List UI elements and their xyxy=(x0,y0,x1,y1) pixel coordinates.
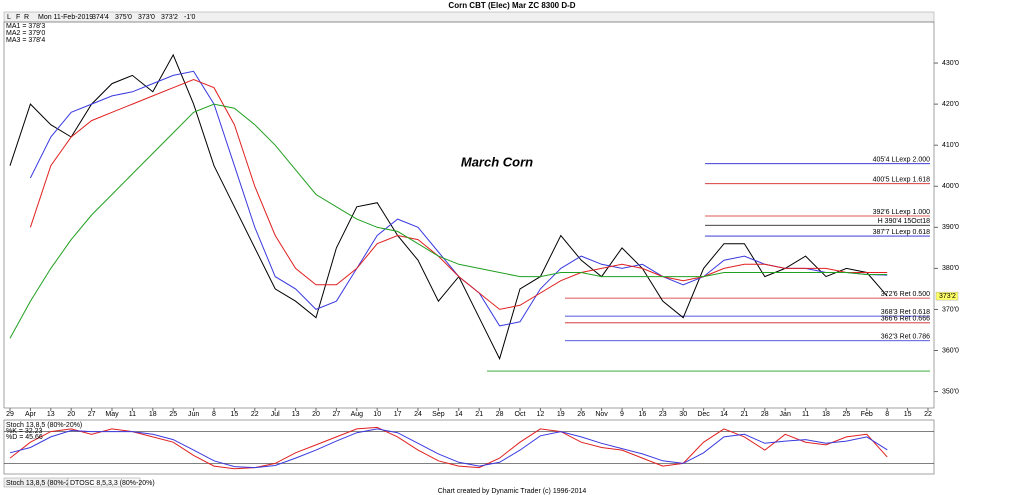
x-tick-label: 16 xyxy=(639,411,647,418)
quote-change: -1'0 xyxy=(184,14,196,21)
x-tick-label: 21 xyxy=(741,411,749,418)
quote-close: 373'2 xyxy=(161,14,178,21)
legend-entry: %D = 45.66 xyxy=(6,434,43,441)
x-tick-label: 11 xyxy=(129,411,136,418)
x-tick-label: 27 xyxy=(333,411,341,418)
last-price-box xyxy=(935,291,959,301)
level-label: 362'3 Ret 0.786 xyxy=(881,334,930,341)
x-tick-label: 27 xyxy=(88,411,96,418)
y-tick-label: 350'0 xyxy=(942,388,959,395)
stoch-panel xyxy=(3,419,935,475)
series-line xyxy=(9,428,888,469)
y-tick-label: 410'0 xyxy=(942,142,959,149)
x-tick-label: 28 xyxy=(496,411,504,418)
x-tick-label: 14 xyxy=(720,411,728,418)
x-tick-label: 10 xyxy=(373,411,381,418)
legend-entry: MA2 = 379'0 xyxy=(6,30,45,37)
x-tick-label: 13 xyxy=(292,411,300,418)
x-tick-label: 25 xyxy=(843,411,851,418)
toolbar-button[interactable]: R xyxy=(24,14,29,21)
y-tick-label: 400'0 xyxy=(942,183,959,190)
tab[interactable] xyxy=(67,477,141,488)
x-tick-label: 21 xyxy=(475,411,483,418)
quote-low: 373'0 xyxy=(138,14,155,21)
x-tick-label: 18 xyxy=(822,411,830,418)
y-tick-label: 360'0 xyxy=(942,347,959,354)
level-label: 387'7 LLexp 0.618 xyxy=(873,229,930,236)
tab-label[interactable]: DTOSC 8,5,3,3 (80%-20%) xyxy=(70,480,155,487)
level-label: H 390'4 15Oct18 xyxy=(878,218,930,225)
x-tick-label: 22 xyxy=(924,411,932,418)
x-tick-label: May xyxy=(105,411,119,418)
level-label: 392'6 LLexp 1.000 xyxy=(873,209,930,216)
toolbar-button[interactable]: F xyxy=(16,14,20,21)
last-price-label: 373'2 xyxy=(939,293,956,300)
x-tick-label: 20 xyxy=(312,411,320,418)
x-tick-label: 9 xyxy=(620,411,624,418)
x-tick-label: Sep xyxy=(432,411,445,418)
y-tick-label: 380'0 xyxy=(942,265,959,272)
quote-open: 374'4 xyxy=(92,14,109,21)
x-tick-label: Jul xyxy=(271,411,280,418)
footer: Chart created by Dynamic Trader (c) 1996… xyxy=(438,488,587,495)
x-tick-label: 30 xyxy=(679,411,687,418)
x-tick-label: 17 xyxy=(394,411,402,418)
x-tick-label: 23 xyxy=(659,411,667,418)
x-tick-label: 26 xyxy=(577,411,585,418)
x-tick-label: 20 xyxy=(67,411,75,418)
x-tick-label: 12 xyxy=(537,411,545,418)
x-tick-label: 15 xyxy=(904,411,912,418)
window-title: Corn CBT (Elec) Mar ZC 8300 D-D xyxy=(448,1,575,10)
quote-high: 375'0 xyxy=(115,14,132,21)
x-tick-label: 8 xyxy=(885,411,889,418)
series-line xyxy=(9,426,888,470)
x-tick-label: Jun xyxy=(188,411,199,418)
x-tick-label: 15 xyxy=(231,411,239,418)
x-tick-label: 13 xyxy=(47,411,55,418)
x-tick-label: 18 xyxy=(149,411,157,418)
level-label: 400'5 LLexp 1.618 xyxy=(873,177,930,184)
x-tick-label: Aug xyxy=(351,411,364,418)
x-tick-label: 14 xyxy=(455,411,463,418)
toolbar-button[interactable]: L xyxy=(7,14,11,21)
x-tick-label: 24 xyxy=(414,411,422,418)
x-tick-label: 11 xyxy=(802,411,809,418)
x-tick-label: Dec xyxy=(697,411,710,418)
level-label: 372'6 Ret 0.500 xyxy=(881,291,930,298)
series-line xyxy=(29,78,888,310)
y-tick-label: 370'0 xyxy=(942,306,959,313)
x-tick-label: 19 xyxy=(557,411,565,418)
annotation: March Corn xyxy=(461,154,533,169)
stoch-title: Stoch 13,8,5 (80%-20%) xyxy=(6,422,82,429)
y-tick-label: 390'0 xyxy=(942,224,959,231)
x-tick-label: Nov xyxy=(595,411,608,418)
legend-entry: %K = 32.23 xyxy=(6,428,42,435)
price-panel xyxy=(3,21,935,409)
level-label: 405'4 LLexp 2.000 xyxy=(873,157,930,164)
legend-entry: MA3 = 378'4 xyxy=(6,37,45,44)
x-tick-label: 25 xyxy=(169,411,177,418)
series-line xyxy=(9,103,888,339)
x-tick-label: Oct xyxy=(515,411,526,418)
y-tick-label: 430'0 xyxy=(942,60,959,67)
x-tick-label: Feb xyxy=(861,411,873,418)
quote-date: Mon 11-Feb-2019 xyxy=(38,14,93,21)
x-tick-label: 8 xyxy=(212,411,216,418)
tab-label[interactable]: Stoch 13,8,5 (80%-20%) xyxy=(6,480,82,487)
level-label: 366'6 Ret 0.666 xyxy=(881,316,930,323)
level-label: 368'3 Ret 0.618 xyxy=(881,309,930,316)
legend-entry: MA1 = 378'3 xyxy=(6,23,45,30)
x-tick-label: 29 xyxy=(6,411,14,418)
x-tick-label: 22 xyxy=(251,411,259,418)
series-line xyxy=(9,53,888,361)
y-tick-label: 420'0 xyxy=(942,101,959,108)
x-tick-label: 28 xyxy=(761,411,769,418)
x-tick-label: Jan xyxy=(780,411,791,418)
x-tick-label: Apr xyxy=(25,411,37,418)
